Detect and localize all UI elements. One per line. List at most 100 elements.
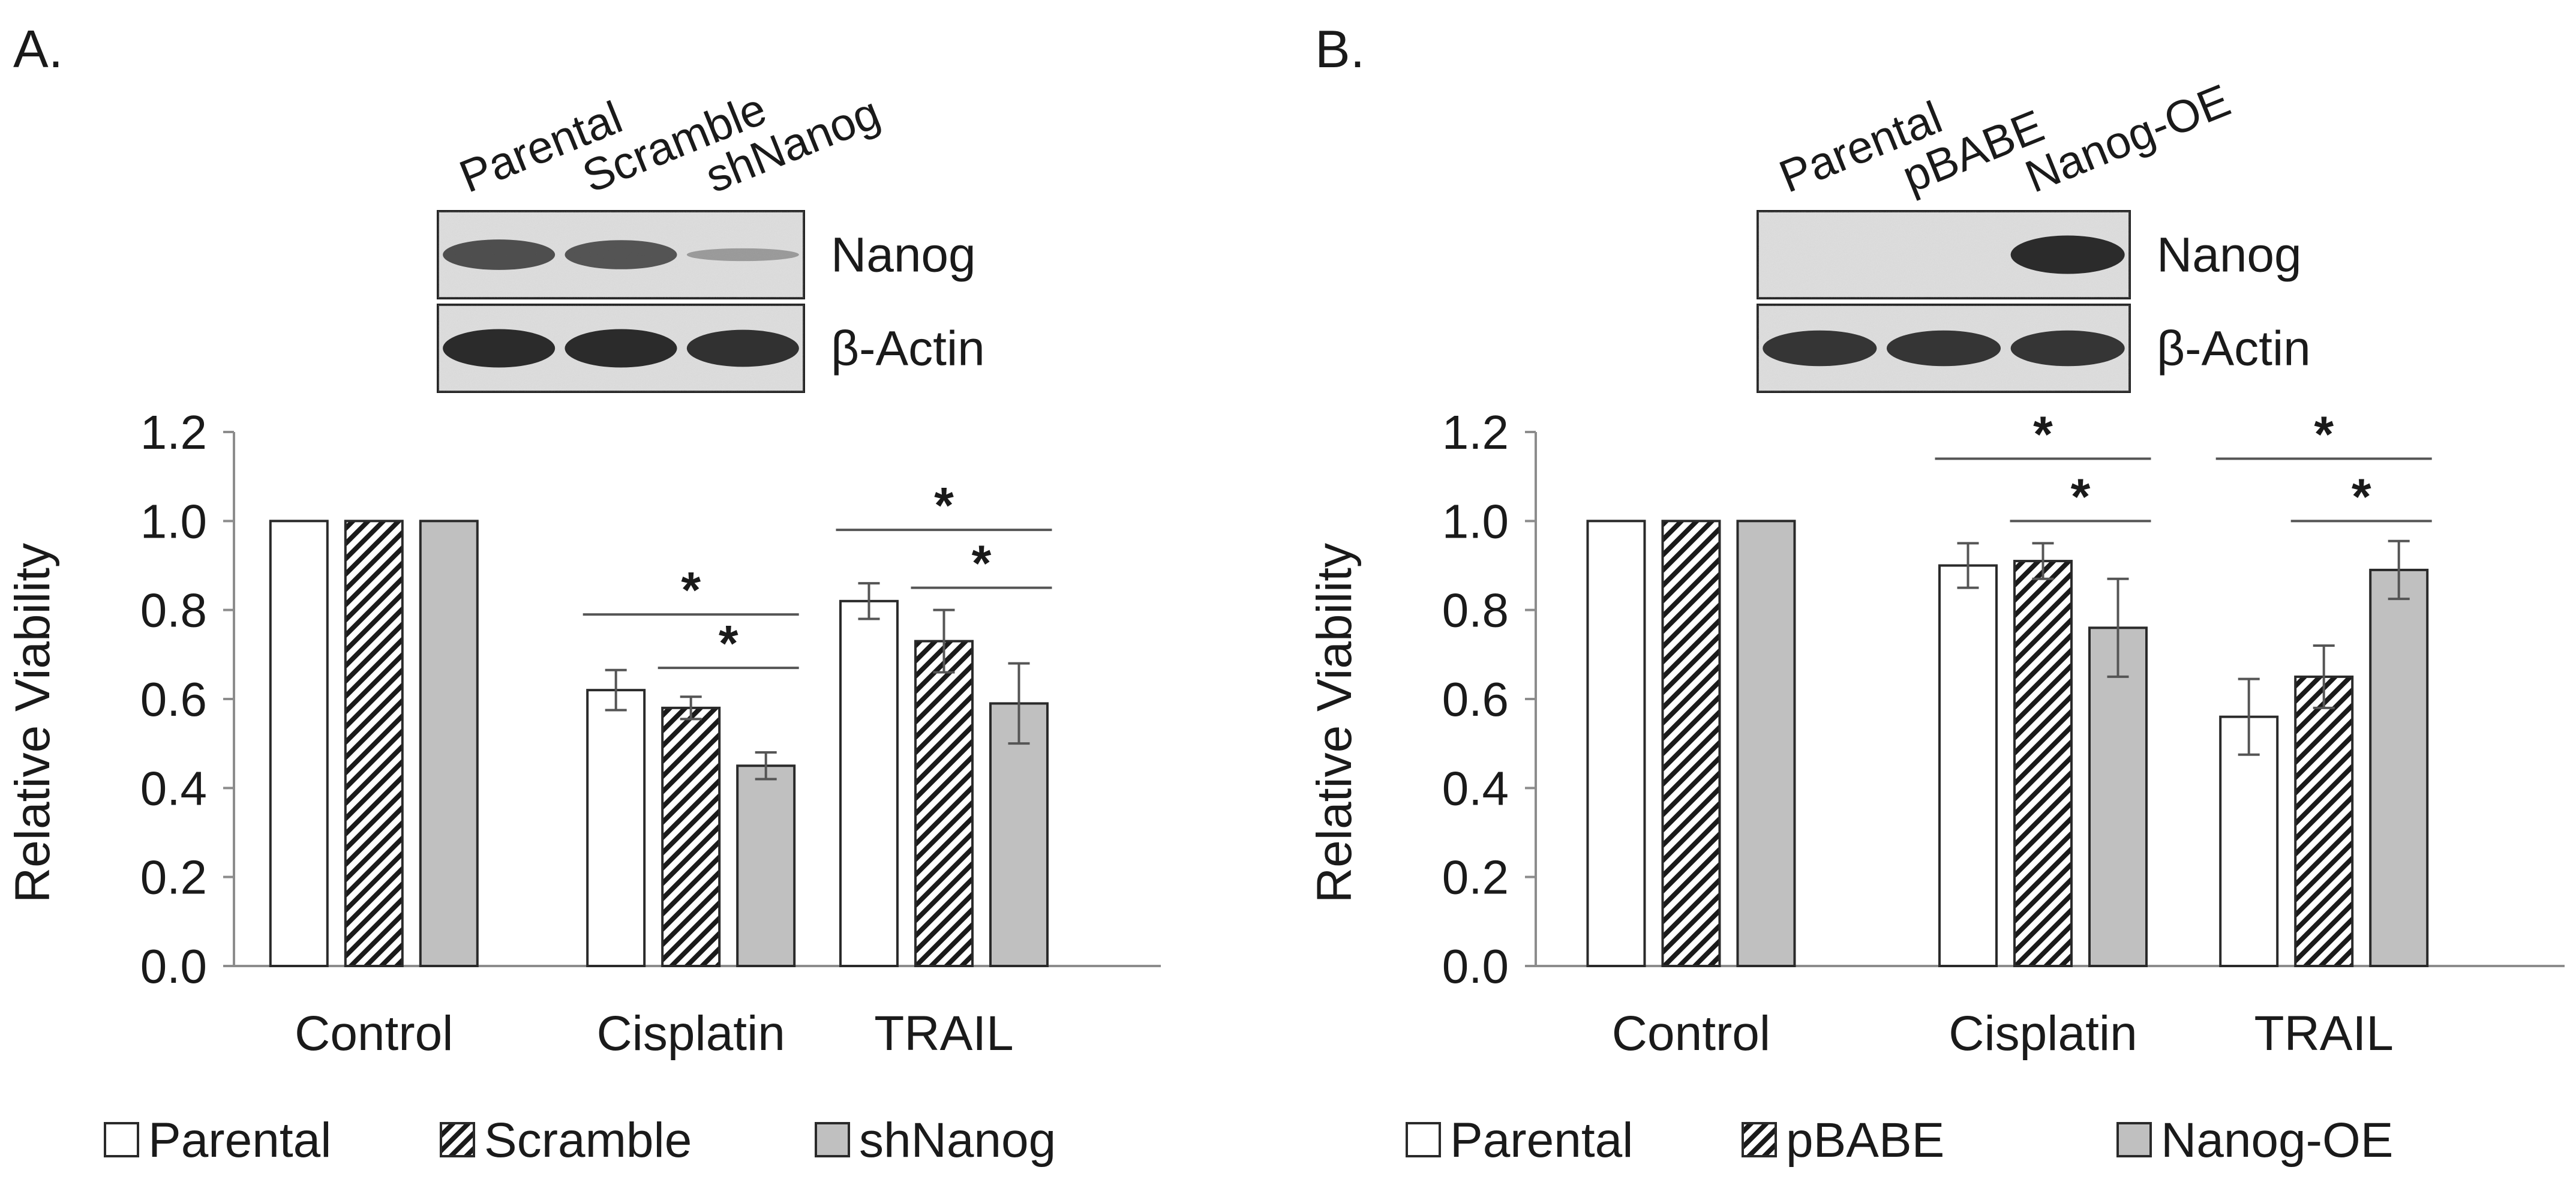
bar-nanog-oe-trail xyxy=(2369,568,2429,967)
blot-band xyxy=(1886,330,2001,367)
bar-scramble-trail xyxy=(914,640,974,968)
bar-scramble-control xyxy=(344,520,404,967)
panel-b: B.ParentalpBABENanog-OENanogβ-Actin0.00.… xyxy=(1307,19,2565,1168)
bar-nanog-oe-control xyxy=(1736,520,1796,967)
error-bar xyxy=(858,582,880,620)
blot-band xyxy=(443,239,556,270)
legend-swatch xyxy=(1406,1122,1441,1157)
blot-band xyxy=(2010,235,2125,274)
error-bar xyxy=(2238,677,2260,756)
significance-markers: * * * * xyxy=(583,477,1052,671)
y-axis-label: Relative Viability xyxy=(5,543,60,903)
legend-item: Nanog-OE xyxy=(2116,1113,2393,1168)
bar-parental-cisplatin xyxy=(586,689,646,967)
y-axis-label: Relative Viability xyxy=(1307,543,1362,903)
legend-item: pBABE xyxy=(1742,1113,1944,1168)
bar-shnanog-cisplatin xyxy=(736,764,796,967)
legend-label: pBABE xyxy=(1786,1113,1944,1168)
blot-row-label: Nanog xyxy=(2157,228,2302,283)
axes: 0.0 0.2 0.4 0.6 0.8 1.0 1.2 Relative Viability C… xyxy=(1307,406,2565,1061)
y-tick-label: 0.0 xyxy=(140,940,207,993)
x-tick-label: Cisplatin xyxy=(1948,1006,2137,1061)
error-bar xyxy=(2313,644,2335,709)
blot-band xyxy=(443,329,556,368)
significance-markers: * * * * xyxy=(1935,406,2432,524)
significance-star: * xyxy=(2314,406,2334,463)
blot-band xyxy=(1763,330,1877,367)
y-tick-label: 0.0 xyxy=(1442,940,1509,993)
bar-parental-control xyxy=(269,520,329,967)
bar-parental-cisplatin xyxy=(1938,564,1998,967)
blot-row-label: Nanog xyxy=(831,228,976,283)
y-tick-label: 1.0 xyxy=(140,494,207,548)
y-tick-label: 0.6 xyxy=(1442,673,1509,726)
significance-star: * xyxy=(972,535,992,592)
bar-shnanog-control xyxy=(419,520,479,967)
bars xyxy=(1586,520,2429,968)
significance-star: * xyxy=(2071,468,2091,524)
x-tick-label: TRAIL xyxy=(874,1006,1013,1061)
significance-star: * xyxy=(934,477,954,533)
legend-item: Parental xyxy=(1406,1113,1633,1168)
error-bar xyxy=(933,608,955,674)
y-tick-label: 0.2 xyxy=(1442,851,1509,904)
x-tick-label: Control xyxy=(1612,1006,1770,1061)
legend-swatch xyxy=(815,1122,850,1157)
y-tick-label: 1.2 xyxy=(140,406,207,459)
blot-lane-label: Nanog-OE xyxy=(2019,74,2238,202)
x-tick-label: Cisplatin xyxy=(596,1006,785,1061)
panel-label: B. xyxy=(1315,19,1365,79)
y-tick-label: 0.8 xyxy=(140,584,207,637)
legend-swatch xyxy=(440,1122,475,1157)
bar-pbabe-control xyxy=(1661,520,1721,967)
legend-label: Parental xyxy=(1450,1113,1633,1168)
bar-pbabe-cisplatin xyxy=(2013,560,2073,967)
blot-row-label: β-Actin xyxy=(831,322,985,376)
error-bar xyxy=(680,695,702,721)
bars xyxy=(269,520,1049,968)
panel-a: A. Parental Scramble shNanog Nanog β-Actin 0.0… xyxy=(5,19,1161,1168)
legend-item: Parental xyxy=(104,1113,331,1168)
legend-label: Scramble xyxy=(484,1113,692,1168)
error-bar xyxy=(2107,577,2129,678)
blot-band xyxy=(565,329,677,368)
legend-swatch xyxy=(104,1122,139,1157)
legend-label: Nanog-OE xyxy=(2161,1113,2393,1168)
legend-swatch xyxy=(2116,1122,2152,1157)
error-bar xyxy=(2032,542,2054,580)
y-tick-label: 0.6 xyxy=(140,673,207,726)
significance-star: * xyxy=(719,615,738,671)
bar-shnanog-trail xyxy=(989,702,1049,967)
panel-label: A. xyxy=(13,19,63,79)
y-tick-label: 0.4 xyxy=(1442,761,1509,815)
error-bar xyxy=(1957,542,1979,589)
legend-item: Scramble xyxy=(440,1113,692,1168)
bar-parental-control xyxy=(1586,520,1646,967)
significance-star: * xyxy=(2352,468,2371,524)
blot-row-label: β-Actin xyxy=(2157,322,2311,376)
legend-item: shNanog xyxy=(815,1113,1056,1168)
y-tick-label: 1.2 xyxy=(1442,406,1509,459)
error-bar xyxy=(755,751,777,781)
y-tick-label: 0.8 xyxy=(1442,584,1509,637)
legend-label: Parental xyxy=(148,1113,331,1168)
axes: 0.0 0.2 0.4 0.6 0.8 1.0 1.2 Relative Viability C… xyxy=(5,406,1161,1061)
y-tick-label: 0.4 xyxy=(140,761,207,815)
legend: Parental Scramble shNanog xyxy=(104,1113,1056,1168)
y-tick-label: 0.2 xyxy=(140,851,207,904)
blot-band xyxy=(686,248,799,262)
error-bar xyxy=(605,668,627,712)
blot-band xyxy=(686,329,799,367)
legend-label: shNanog xyxy=(859,1113,1056,1168)
bar-scramble-cisplatin xyxy=(661,706,721,968)
error-bar xyxy=(1008,662,1030,745)
error-bar xyxy=(2388,539,2410,601)
y-tick-label: 1.0 xyxy=(1442,494,1509,548)
blot-band xyxy=(565,240,677,269)
bar-nanog-oe-cisplatin xyxy=(2088,626,2148,968)
legend-swatch xyxy=(1742,1122,1777,1157)
bar-parental-trail xyxy=(839,599,899,967)
